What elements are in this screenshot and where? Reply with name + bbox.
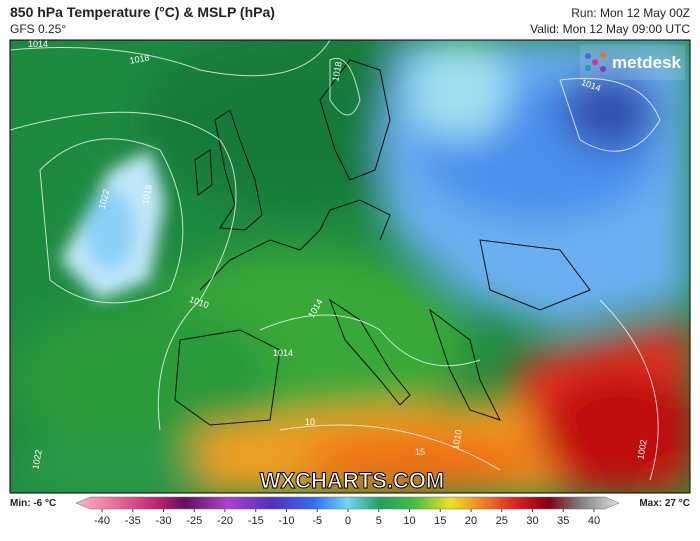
- colorbar-tick-label: -20: [217, 515, 233, 527]
- isobars: [10, 40, 661, 481]
- colorbar-tick-label: 25: [496, 515, 508, 527]
- model: GFS 0.25°: [10, 22, 66, 36]
- colorbar-tick-label: 40: [588, 515, 600, 527]
- colorbar: [75, 496, 620, 510]
- colorbar-tick-label: -35: [125, 515, 141, 527]
- max-label: Max: 27 °C: [639, 498, 690, 509]
- colorbar-tick-label: 5: [376, 515, 382, 527]
- isobar-label: 1018: [140, 184, 153, 205]
- coastlines: [174, 59, 591, 426]
- map-frame: [9, 39, 691, 494]
- colorbar-tick-label: 0: [345, 515, 351, 527]
- colorbar-tick-label: -15: [248, 515, 264, 527]
- isobar-label: 1022: [30, 449, 43, 470]
- colorbar-tick-label: 20: [465, 515, 477, 527]
- colorbar-tick-label: 15: [434, 515, 446, 527]
- colorbar-tick-label: -30: [156, 515, 172, 527]
- colorbar-tick-label: -25: [186, 515, 202, 527]
- isobar-label: 15: [415, 447, 425, 457]
- isobar-label: 1014: [273, 348, 293, 358]
- isobar-label: 1002: [635, 439, 648, 460]
- colorbar-tick-label: -5: [312, 515, 322, 527]
- logo-text: metdesk: [612, 53, 682, 72]
- watermark: WXCHARTS.COM: [260, 468, 445, 493]
- title: 850 hPa Temperature (°C) & MSLP (hPa): [10, 4, 275, 20]
- run-time: Run: Mon 12 May 00Z: [571, 6, 690, 20]
- colorbar-tick-label: -40: [94, 515, 110, 527]
- isobar-label: 1018: [330, 61, 343, 82]
- isobar-label: 1014: [28, 39, 48, 49]
- logo-icon: [585, 52, 606, 72]
- colorbar-tick-label: 30: [526, 515, 538, 527]
- min-label: Min: -6 °C: [10, 498, 56, 509]
- colorbar-tick-label: -10: [279, 515, 295, 527]
- colorbar-tick-label: 10: [403, 515, 415, 527]
- isobar-label: 1010: [450, 429, 463, 450]
- isobar-label: 10: [305, 417, 315, 427]
- colorbar-tick-label: 35: [557, 515, 569, 527]
- valid-time: Valid: Mon 12 May 09:00 UTC: [530, 22, 690, 36]
- isobar-label: 1018: [129, 52, 150, 65]
